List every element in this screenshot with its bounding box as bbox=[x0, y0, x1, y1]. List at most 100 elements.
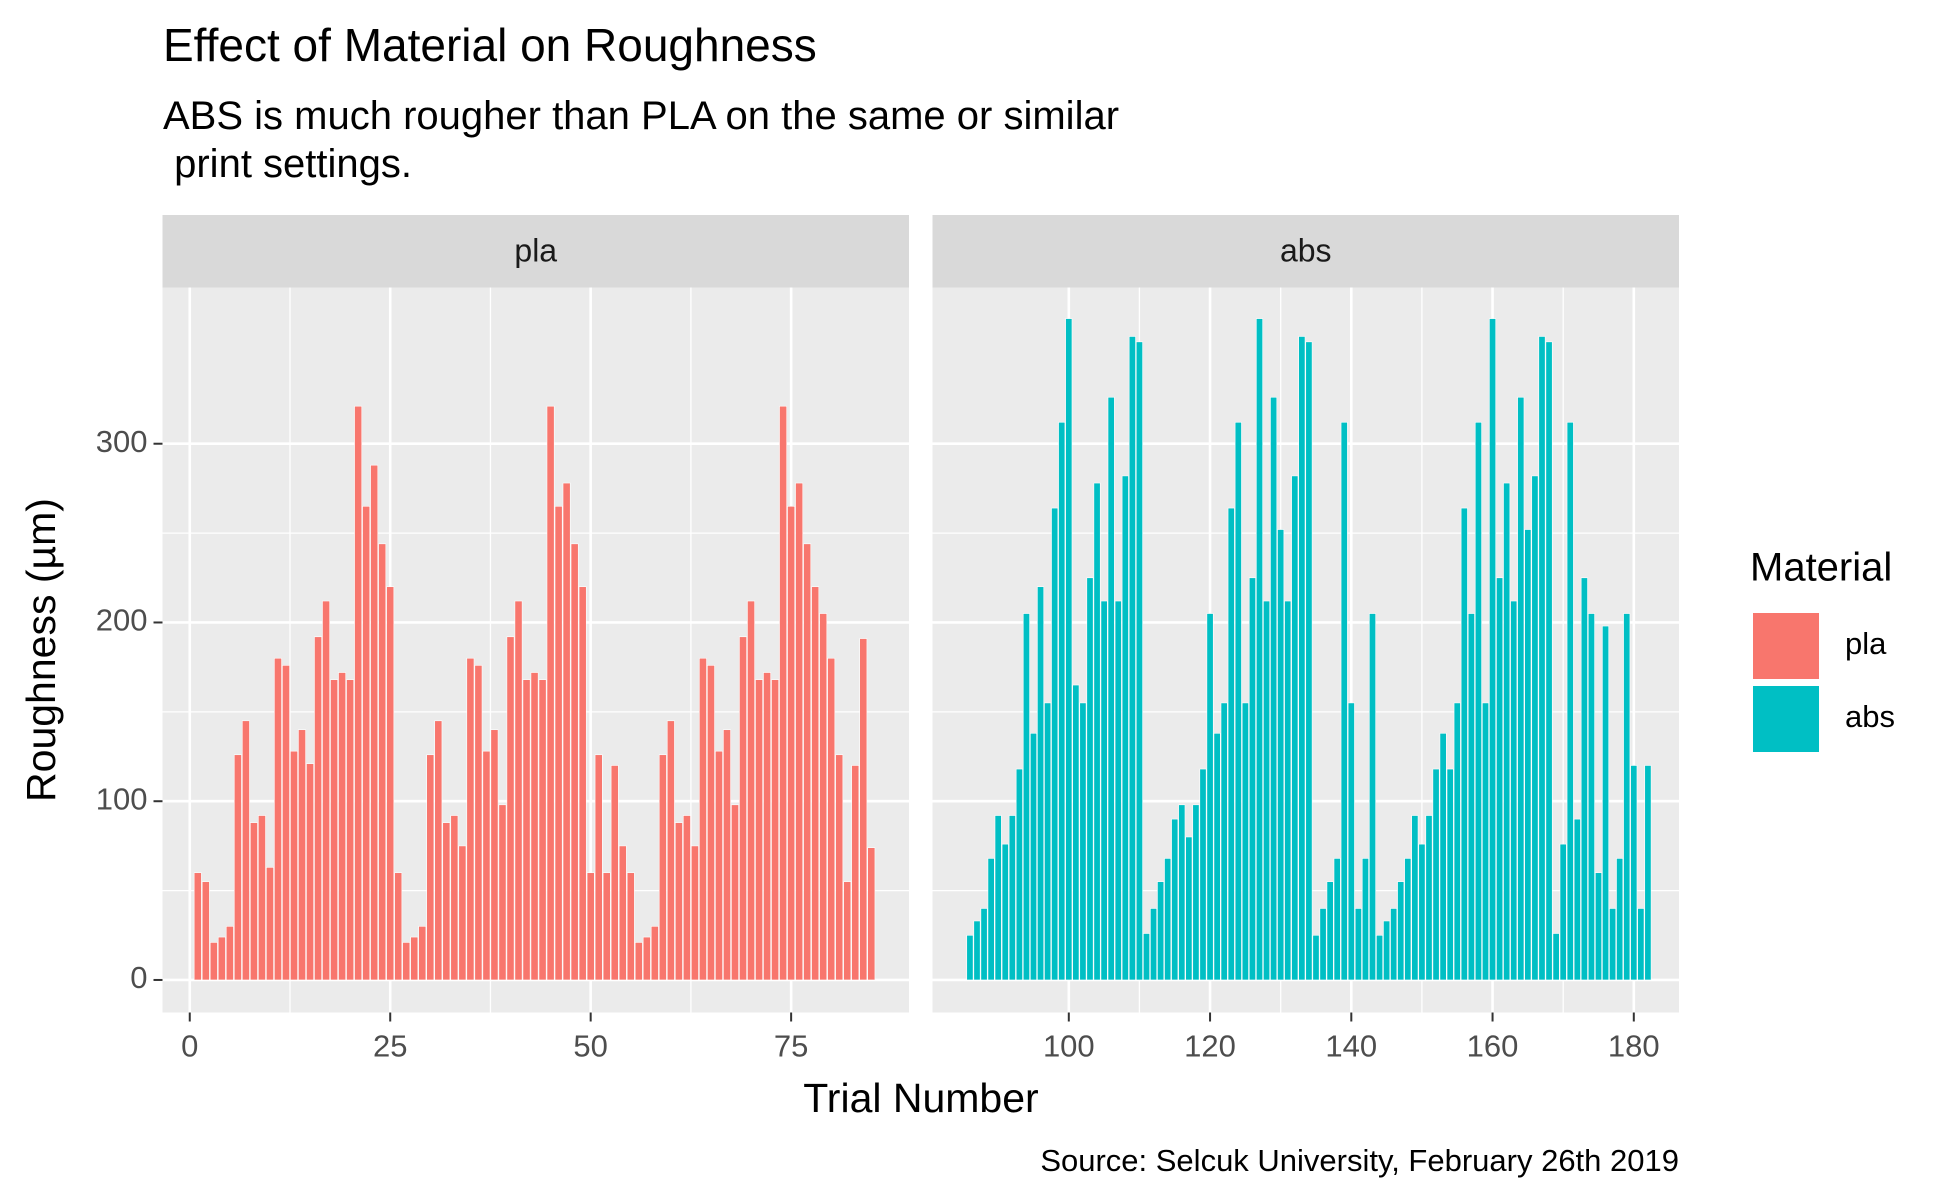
bar bbox=[562, 482, 571, 981]
bar bbox=[835, 754, 844, 981]
bar bbox=[1270, 396, 1278, 981]
bar bbox=[1580, 577, 1588, 981]
bar bbox=[249, 822, 258, 981]
bar bbox=[691, 845, 699, 981]
bar bbox=[1284, 600, 1292, 981]
bar bbox=[674, 822, 683, 981]
bar bbox=[514, 600, 523, 981]
bar bbox=[370, 464, 379, 981]
chart-subtitle: ABS is much rougher than PLA on the same… bbox=[163, 94, 1120, 186]
bar bbox=[1616, 858, 1624, 981]
bar bbox=[715, 750, 723, 981]
bar bbox=[763, 672, 771, 981]
bar bbox=[1517, 396, 1525, 981]
bar bbox=[201, 881, 210, 981]
bar bbox=[1559, 843, 1567, 981]
bar bbox=[1263, 600, 1271, 981]
y-tick-label: 0 bbox=[130, 960, 147, 995]
bar bbox=[1022, 613, 1030, 981]
bar bbox=[1482, 702, 1489, 981]
bar bbox=[1072, 684, 1080, 981]
bar bbox=[1474, 421, 1482, 981]
bar bbox=[1609, 908, 1617, 981]
bar bbox=[578, 586, 587, 981]
bar bbox=[474, 665, 483, 981]
facet-label: abs bbox=[1280, 232, 1332, 268]
bar bbox=[602, 872, 611, 981]
bar bbox=[1001, 843, 1009, 981]
y-axis-title: Roughness (µm) bbox=[18, 498, 64, 802]
bar bbox=[843, 881, 852, 981]
bar bbox=[306, 763, 314, 981]
bar bbox=[1107, 396, 1115, 981]
x-tick-label: 50 bbox=[573, 1029, 607, 1064]
bar bbox=[973, 920, 981, 981]
bar bbox=[1008, 815, 1016, 981]
bar bbox=[1411, 815, 1419, 981]
bar bbox=[506, 636, 515, 981]
bar bbox=[1192, 804, 1200, 981]
bar bbox=[779, 405, 788, 981]
bar bbox=[827, 657, 836, 981]
bar bbox=[410, 936, 419, 981]
bar bbox=[386, 586, 395, 981]
y-tick-label: 100 bbox=[96, 781, 148, 816]
bar bbox=[1545, 341, 1553, 981]
legend-key bbox=[1751, 684, 1821, 754]
bar bbox=[522, 679, 531, 981]
bar bbox=[1376, 934, 1384, 981]
legend-key bbox=[1751, 611, 1821, 681]
bar bbox=[1114, 600, 1122, 981]
bar bbox=[1587, 613, 1595, 981]
bar bbox=[1150, 908, 1158, 981]
bar bbox=[787, 505, 796, 981]
bar bbox=[1312, 934, 1320, 981]
facet-strip bbox=[162, 215, 909, 288]
chart-title: Effect of Material on Roughness bbox=[163, 19, 817, 71]
bar bbox=[1418, 843, 1426, 981]
bar bbox=[966, 934, 974, 981]
bar bbox=[1157, 881, 1165, 981]
bar bbox=[699, 657, 707, 981]
bar bbox=[1510, 600, 1518, 981]
bar bbox=[1178, 804, 1186, 981]
x-tick-label: 25 bbox=[373, 1029, 407, 1064]
bar bbox=[346, 679, 355, 981]
bar bbox=[1065, 318, 1073, 981]
bar bbox=[1319, 908, 1327, 981]
bar bbox=[466, 657, 475, 981]
bar bbox=[482, 750, 491, 981]
bar bbox=[618, 845, 627, 981]
bar bbox=[1015, 768, 1023, 981]
bar bbox=[1206, 613, 1214, 981]
bar bbox=[209, 942, 218, 981]
bar bbox=[803, 543, 812, 981]
x-tick-label: 140 bbox=[1325, 1029, 1377, 1064]
bar bbox=[530, 672, 539, 981]
bar bbox=[1602, 625, 1610, 981]
bar bbox=[1637, 908, 1645, 981]
bar bbox=[1404, 858, 1412, 981]
bar bbox=[1030, 732, 1037, 981]
bar bbox=[362, 505, 371, 981]
bar bbox=[458, 845, 467, 981]
bar bbox=[1340, 421, 1348, 981]
bar bbox=[1390, 908, 1398, 981]
bar bbox=[1121, 475, 1129, 981]
bar bbox=[1213, 732, 1221, 981]
bar bbox=[747, 600, 755, 981]
bar bbox=[987, 858, 995, 981]
bar bbox=[1277, 529, 1285, 981]
x-tick-label: 160 bbox=[1467, 1029, 1519, 1064]
bar bbox=[1566, 421, 1574, 981]
bar bbox=[795, 482, 804, 981]
bar bbox=[980, 908, 988, 981]
bar bbox=[1185, 836, 1193, 981]
bar bbox=[1453, 702, 1461, 981]
bar bbox=[1086, 577, 1094, 981]
bar bbox=[1425, 815, 1433, 981]
bar bbox=[338, 672, 347, 981]
bar bbox=[1227, 507, 1235, 981]
bar bbox=[241, 720, 250, 981]
